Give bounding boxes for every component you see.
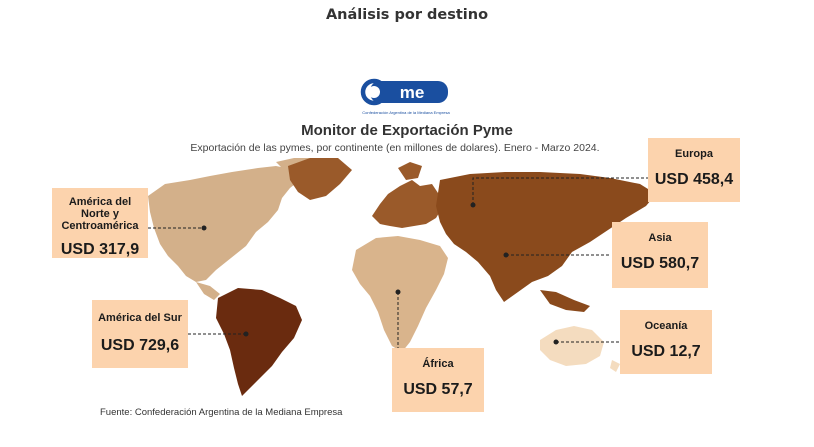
region-asia xyxy=(436,172,656,312)
region-value: USD 580,7 xyxy=(620,255,700,272)
callout-oceania: Oceanía USD 12,7 xyxy=(620,310,712,374)
region-name: Oceanía xyxy=(644,320,688,332)
region-greenland xyxy=(288,158,352,200)
region-value: USD 458,4 xyxy=(654,171,734,188)
region-name: Asia xyxy=(648,232,672,244)
region-south-america xyxy=(216,288,302,396)
page-heading: Análisis por destino xyxy=(325,7,489,23)
region-name: África xyxy=(422,358,454,370)
callout-asia: Asia USD 580,7 xyxy=(612,222,708,288)
callout-north-america: América del Norte y Centroamérica USD 31… xyxy=(52,188,148,258)
callout-africa: África USD 57,7 xyxy=(392,348,484,412)
region-name: Europa xyxy=(675,148,713,160)
connector-lines xyxy=(138,177,648,358)
map-subtitle: Exportación de las pymes, por continente… xyxy=(190,142,600,154)
callout-europe: Europa USD 458,4 xyxy=(648,138,740,202)
region-value: USD 12,7 xyxy=(631,343,701,360)
came-logo: me xyxy=(360,78,448,106)
region-value: USD 57,7 xyxy=(403,381,473,398)
region-value: USD 317,9 xyxy=(60,241,140,258)
svg-text:me: me xyxy=(400,83,425,102)
map-title: Monitor de Exportación Pyme xyxy=(301,122,513,139)
region-name: América del Norte y Centroamérica xyxy=(61,196,139,232)
region-name: América del Sur xyxy=(98,312,182,324)
region-europe xyxy=(372,162,442,228)
region-value: USD 729,6 xyxy=(100,337,180,354)
callout-south-america: América del Sur USD 729,6 xyxy=(92,300,188,368)
region-africa xyxy=(352,236,448,352)
connector-dots xyxy=(201,202,559,345)
region-north-america xyxy=(148,158,334,300)
logo-tagline: Confederación Argentina de la Mediana Em… xyxy=(362,110,450,115)
map-source: Fuente: Confederación Argentina de la Me… xyxy=(100,407,343,418)
region-oceania xyxy=(540,326,620,372)
